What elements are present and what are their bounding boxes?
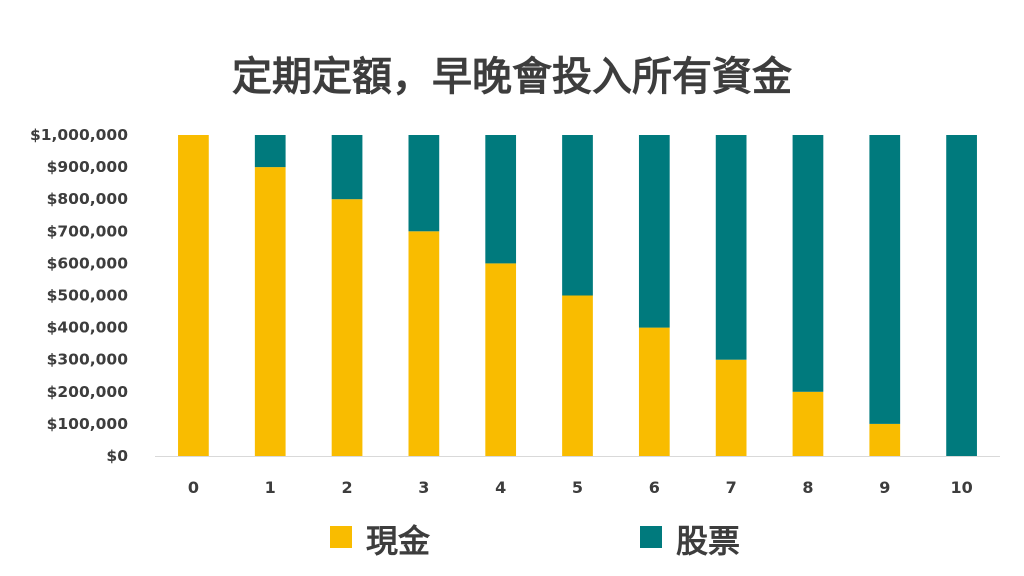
x-tick-label: 0	[188, 478, 199, 497]
bar-cash-3	[408, 231, 440, 456]
bar-stock-4	[485, 135, 517, 264]
y-tick-label: $400,000	[47, 319, 129, 337]
y-tick-label: $100,000	[47, 415, 129, 433]
y-tick-label: $300,000	[47, 351, 129, 369]
x-tick-label: 1	[265, 478, 276, 497]
x-tick-label: 9	[879, 478, 890, 497]
bar-cash-0	[178, 135, 209, 456]
bar-cash-1	[254, 167, 286, 456]
legend-label-stock: 股票	[676, 522, 740, 560]
y-tick-label: $900,000	[47, 158, 129, 176]
bar-cash-2	[331, 199, 363, 456]
x-tick-label: 6	[649, 478, 660, 497]
y-axis-ticks: $0 $100,000 $200,000 $300,000 $400,000 $500,0…	[30, 126, 128, 465]
bar-stock-7	[715, 135, 747, 360]
bar-cash-4	[485, 263, 517, 456]
x-tick-label: 5	[572, 478, 583, 497]
legend-label-cash: 現金	[366, 522, 431, 560]
bar-stock-6	[638, 135, 670, 328]
legend-swatch-cash	[330, 526, 352, 548]
bar-cash-9	[869, 423, 901, 456]
bar-stock-10	[946, 135, 977, 456]
x-tick-label: 2	[341, 478, 352, 497]
legend: 現金 股票	[330, 522, 740, 560]
bars	[178, 135, 977, 456]
y-tick-label: $800,000	[47, 190, 129, 208]
bar-cash-8	[792, 391, 824, 456]
y-tick-label: $600,000	[47, 254, 129, 272]
x-tick-label: 4	[495, 478, 506, 497]
x-tick-label: 10	[950, 478, 972, 497]
bar-stock-1	[254, 135, 286, 168]
y-tick-label: $0	[106, 447, 128, 465]
y-tick-label: $200,000	[47, 383, 129, 401]
bar-stock-5	[562, 135, 593, 296]
bar-cash-5	[562, 295, 593, 456]
x-axis-ticks: 0 1 2 3 4 5 6 7 8 9 10	[188, 478, 973, 497]
x-tick-label: 3	[418, 478, 429, 497]
legend-swatch-stock	[640, 526, 662, 548]
bar-cash-6	[638, 327, 670, 456]
bar-stock-3	[408, 135, 440, 232]
chart-title: 定期定額，早晚會投入所有資金	[232, 54, 793, 100]
y-tick-label: $1,000,000	[30, 126, 128, 144]
bar-stock-9	[869, 135, 901, 424]
y-tick-label: $700,000	[47, 222, 129, 240]
bar-cash-7	[715, 359, 747, 456]
y-tick-label: $500,000	[47, 287, 129, 305]
x-tick-label: 8	[802, 478, 813, 497]
x-tick-label: 7	[726, 478, 737, 497]
bar-stock-8	[792, 135, 824, 392]
bar-stock-2	[331, 135, 363, 200]
